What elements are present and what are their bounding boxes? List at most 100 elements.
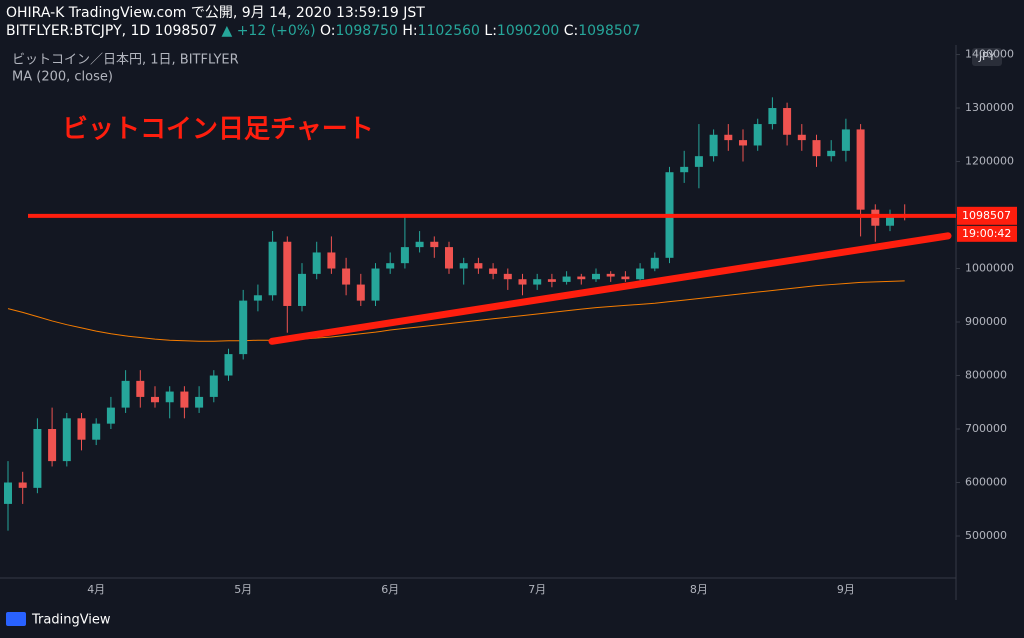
candle-body — [577, 276, 586, 280]
y-tick-label: 1000000 — [965, 262, 1014, 275]
y-tick-label: 700000 — [965, 422, 1007, 435]
candle-body — [518, 279, 527, 285]
candle-body — [621, 276, 630, 280]
ma-legend: MA (200, close) — [12, 70, 113, 85]
y-tick-label: 900000 — [965, 315, 1007, 328]
candle-body — [121, 380, 130, 408]
price-label-box — [957, 206, 1017, 225]
candle-body — [4, 482, 12, 504]
candle-body — [239, 300, 248, 355]
y-tick-label: 800000 — [965, 369, 1007, 382]
candle-body — [636, 268, 645, 280]
ohlc: O:1098750 H:1102560 L:1090200 C:1098507 — [320, 23, 641, 39]
candle-body — [342, 268, 351, 285]
symbol: BITFLYER:BTCJPY, 1D — [6, 23, 151, 39]
candle-body — [503, 273, 512, 280]
candle-body — [356, 284, 365, 301]
candle-body — [724, 134, 733, 141]
candle-body — [62, 418, 71, 462]
y-tick-label: 1400000 — [965, 48, 1014, 61]
ohlc-label: H: — [402, 23, 418, 39]
trend-line — [268, 232, 952, 345]
countdown-box — [957, 225, 1017, 242]
candle-body — [430, 241, 439, 248]
brand: TradingView — [31, 613, 111, 628]
candle-body — [327, 252, 336, 269]
candle-body — [753, 124, 762, 146]
ohlc-label: C: — [563, 23, 579, 39]
candle-body — [415, 241, 424, 248]
candle-body — [224, 354, 233, 376]
x-tick-label: 8月 — [690, 583, 708, 596]
candle-body — [312, 252, 321, 274]
candle-body — [474, 263, 483, 269]
candle-body — [386, 263, 395, 269]
candle-body — [165, 391, 174, 403]
candle-body — [592, 273, 600, 280]
candle-body — [195, 396, 204, 408]
candle-body — [533, 279, 542, 285]
ohlc-value: 1090200 — [496, 23, 560, 39]
candle-body — [650, 257, 659, 269]
candle-body — [106, 407, 115, 424]
candle-body — [209, 375, 218, 397]
ohlc-value: 1098507 — [578, 23, 641, 39]
candle-body — [298, 273, 306, 306]
change: ▲ +12 (+0%) — [221, 23, 316, 39]
y-tick-label: 600000 — [965, 476, 1007, 489]
symbol-legend: ビットコイン／日本円, 1日, BITFLYER — [12, 53, 239, 68]
candle-body — [371, 268, 380, 301]
y-tick-label: 1300000 — [965, 101, 1014, 114]
ohlc-label: L: — [484, 23, 497, 39]
candle-body — [445, 247, 453, 269]
candle-body — [283, 241, 292, 306]
candle-body — [92, 423, 101, 440]
candle-body — [268, 241, 277, 296]
candle-body — [709, 134, 718, 157]
last-price: 1098507 — [154, 23, 218, 39]
publisher: OHIRA-K TradingView.com で公開, 9月 14, 2020… — [6, 5, 425, 21]
header: OHIRA-K TradingView.com で公開, 9月 14, 2020… — [6, 4, 641, 40]
currency-label: JPY — [978, 50, 996, 63]
candle-body — [489, 268, 498, 274]
candle-body — [18, 482, 27, 488]
ohlc-value: 1102560 — [417, 23, 480, 39]
currency-badge — [972, 48, 1002, 66]
candle-body — [606, 273, 615, 277]
y-tick-label: 500000 — [965, 529, 1007, 542]
annotation-title: ビットコイン日足チャート — [62, 115, 374, 145]
candle-body — [827, 150, 836, 157]
ma-line — [7, 280, 905, 342]
candle-body — [694, 156, 703, 167]
candle-body — [33, 429, 42, 488]
candle-body — [680, 166, 689, 173]
candle-body — [253, 295, 262, 301]
ohlc-label: O: — [320, 23, 336, 39]
candle-body — [739, 140, 747, 146]
brand-logo — [6, 612, 26, 626]
candle-body — [856, 129, 865, 210]
candle-body — [841, 129, 850, 151]
x-tick-label: 5月 — [234, 583, 252, 596]
price-label: 1098507 — [962, 209, 1011, 222]
candle-body — [797, 134, 806, 141]
countdown: 19:00:42 — [962, 227, 1011, 240]
candle-body — [783, 108, 792, 135]
candle-body — [136, 380, 145, 397]
x-tick-label: 6月 — [381, 583, 399, 596]
candle-body — [768, 108, 777, 125]
candle-body — [812, 140, 821, 157]
x-tick-label: 4月 — [87, 583, 105, 596]
candle-body — [886, 215, 894, 226]
candle-body — [77, 418, 86, 440]
y-tick-label: 1200000 — [965, 155, 1014, 168]
change-text: +12 (+0%) — [236, 23, 316, 39]
quote-line: BITFLYER:BTCJPY, 1D 1098507 ▲ +12 (+0%) … — [6, 22, 641, 40]
x-tick-label: 9月 — [837, 583, 855, 596]
ohlc-value: 1098750 — [335, 23, 398, 39]
candle-body — [400, 247, 409, 264]
candle-body — [180, 391, 189, 408]
candle-body — [562, 276, 571, 282]
